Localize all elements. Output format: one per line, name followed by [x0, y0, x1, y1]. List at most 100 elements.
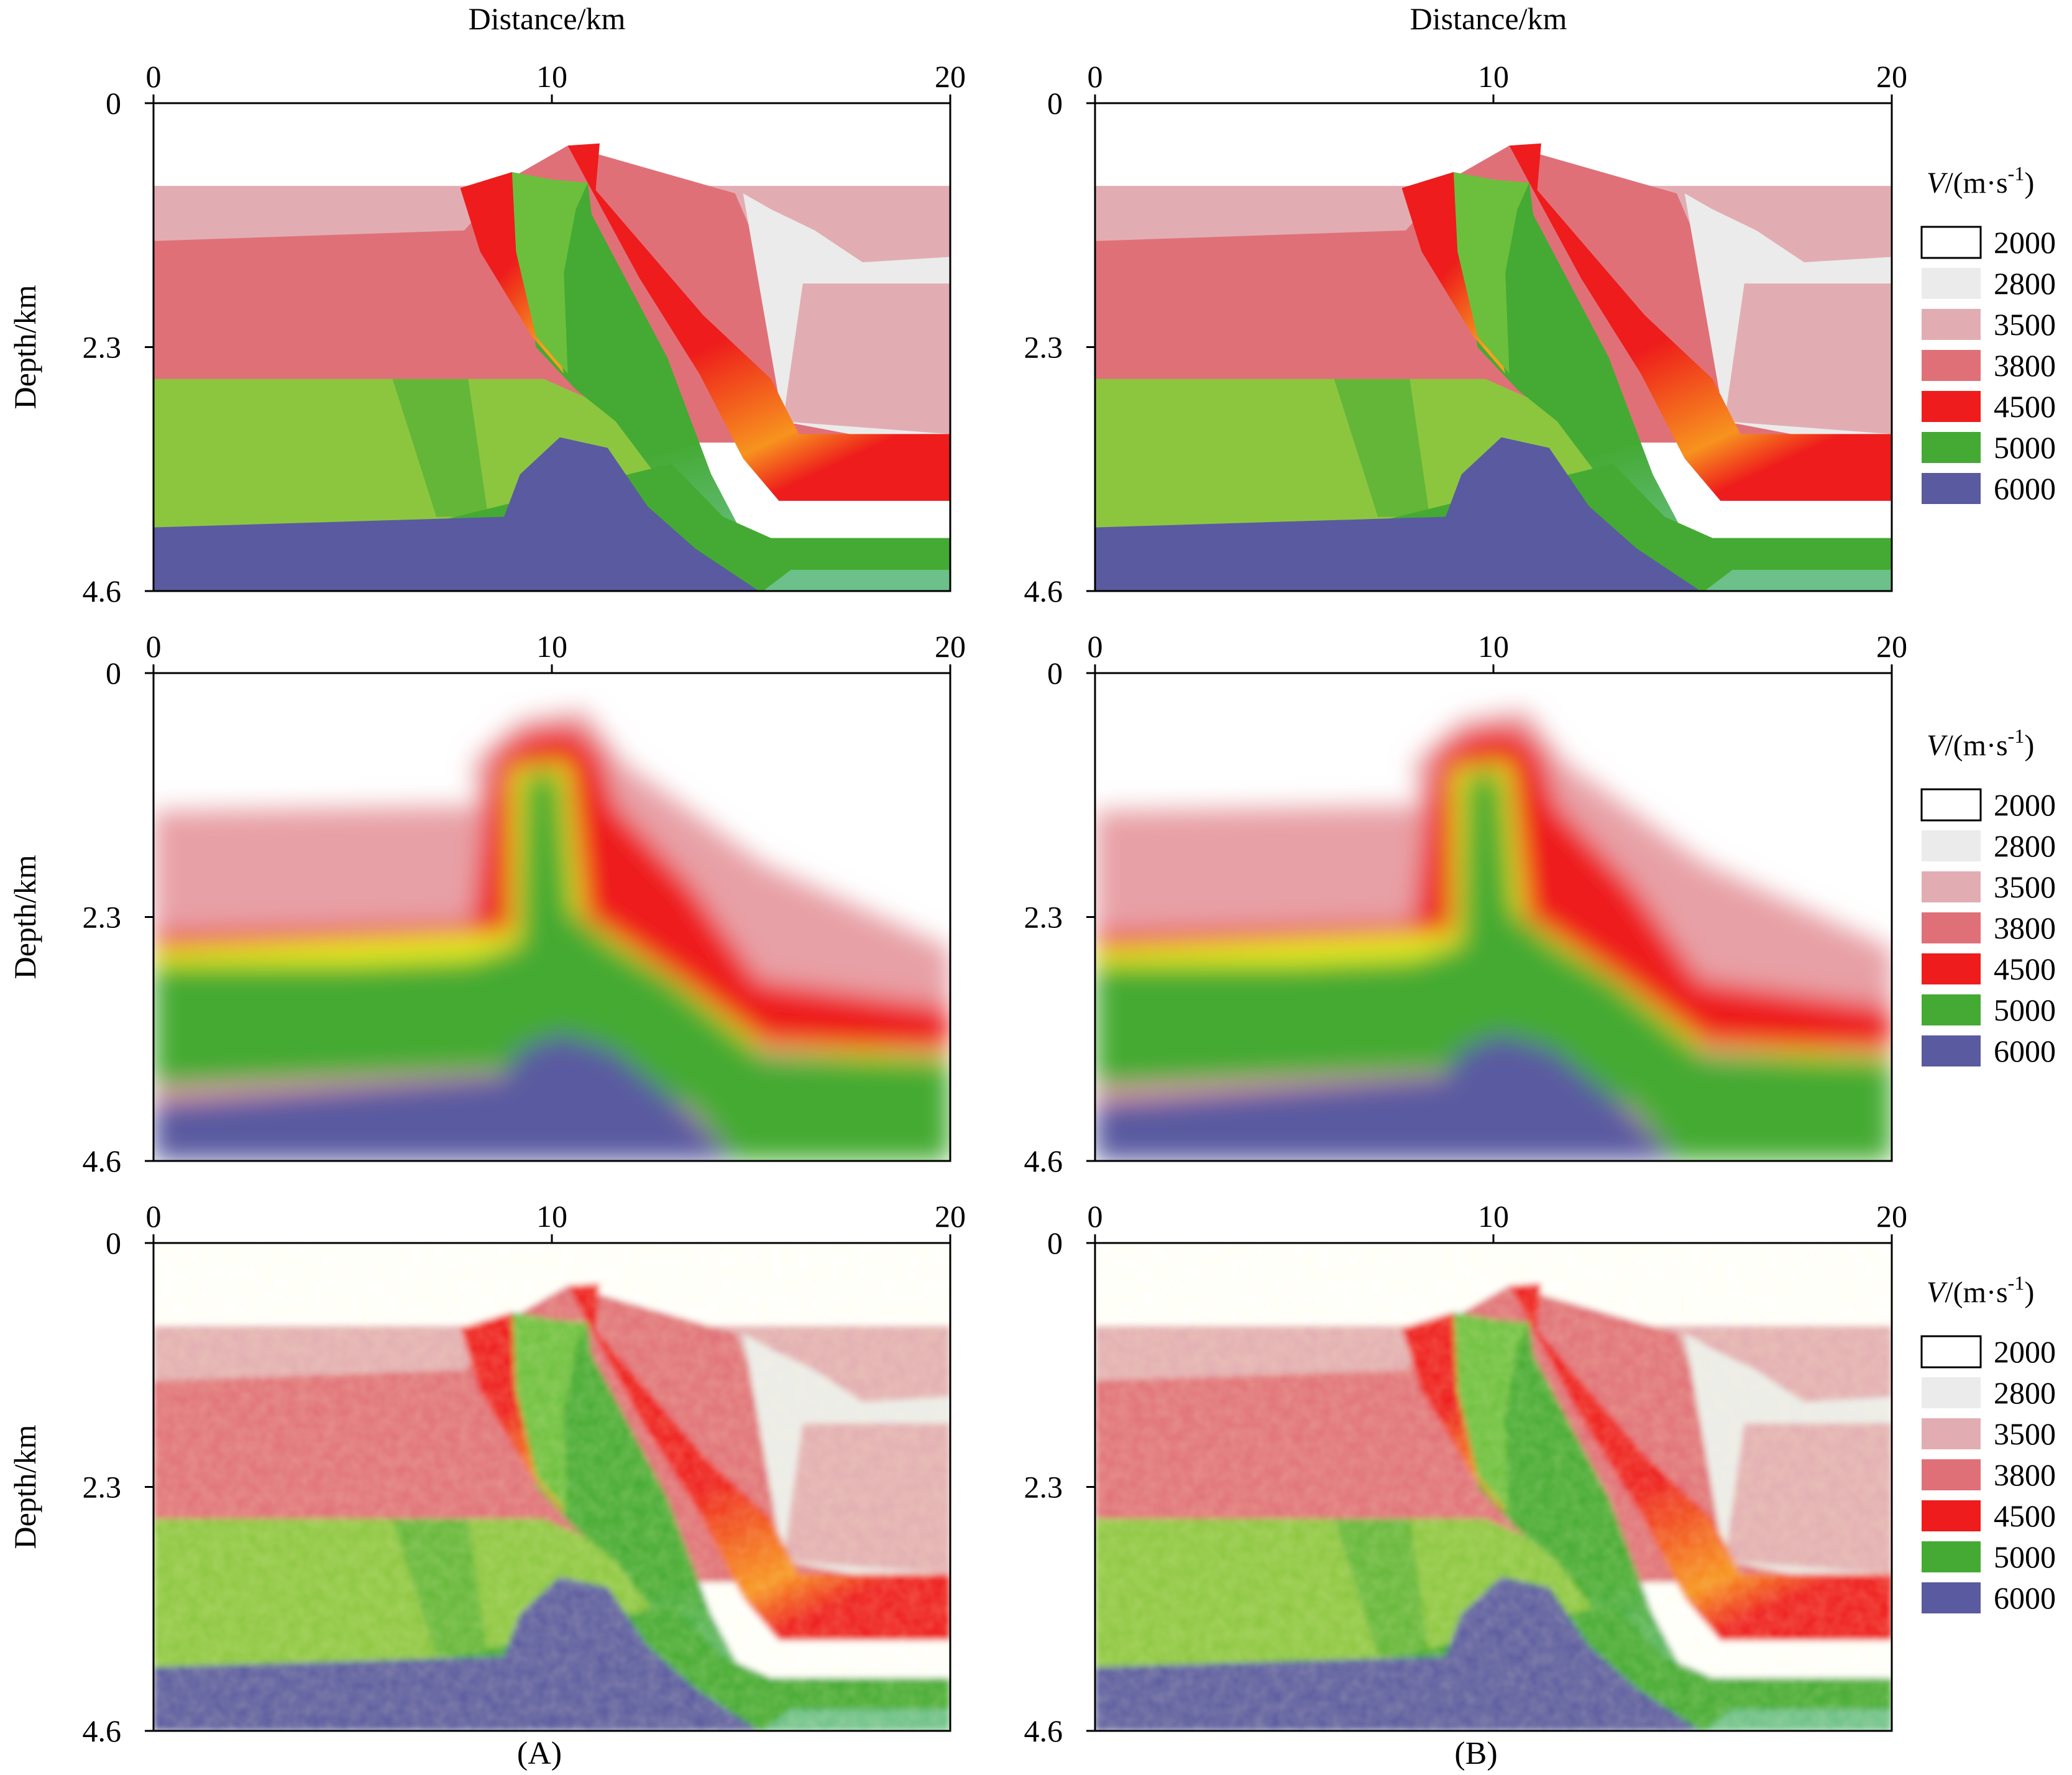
legend-label: 2000 — [1994, 225, 2056, 260]
legend-label: 3500 — [1994, 1416, 2056, 1451]
y-tick-label: 4.6 — [83, 1144, 122, 1178]
inversion-noise — [1095, 1243, 1892, 1731]
panel-image — [1095, 103, 1892, 591]
column-label-a: (A) — [517, 1736, 562, 1771]
y-axis-title: Depth/km — [7, 855, 42, 979]
legend-swatch — [1922, 871, 1981, 902]
legend-swatch — [1922, 1459, 1981, 1490]
y-tick-label: 0 — [106, 656, 121, 690]
x-tick-label: 0 — [1088, 59, 1103, 94]
legend-label: 2000 — [1994, 787, 2056, 822]
y-axis-title: Depth/km — [7, 1424, 42, 1549]
y-tick-label: 2.3 — [83, 1470, 122, 1505]
x-tick-label: 20 — [1876, 1199, 1907, 1234]
layer-5000-rise — [508, 177, 950, 591]
legends: V/(m·s-1) 2000 2800 3500 3800 4500 5000 6000 V/(… — [1920, 162, 2056, 1615]
legend-label: 3800 — [1994, 1457, 2056, 1492]
legend-label: 4500 — [1994, 1498, 2056, 1533]
panel-image — [154, 103, 950, 591]
x-tick-label: 20 — [1876, 629, 1907, 664]
panel-1-b: 0 10 20 0 2.3 4.6 — [1024, 59, 1908, 608]
x-tick-label: 20 — [935, 59, 966, 94]
legend-label: 2800 — [1994, 266, 2056, 301]
x-tick-label: 20 — [935, 1199, 966, 1234]
y-tick-label: 4.6 — [1024, 1713, 1063, 1748]
legend-label: 3500 — [1994, 869, 2056, 904]
legend-swatch — [1920, 1335, 1982, 1369]
x-tick-label: 10 — [536, 629, 567, 664]
layer-5000-rise — [1449, 177, 1892, 591]
legend-2: V/(m·s-1) 2000 2800 3500 3800 4500 5000 6000 — [1920, 725, 2056, 1068]
x-tick-label: 20 — [935, 629, 966, 664]
fault-wedge — [392, 378, 488, 517]
layer-4500-right — [567, 143, 950, 501]
y-tick-label: 2.3 — [83, 900, 122, 935]
legend-label: 5000 — [1994, 1539, 2056, 1574]
y-tick-label: 2.3 — [83, 330, 122, 365]
legend-label: 5000 — [1994, 993, 2056, 1027]
legend-swatch — [1922, 1500, 1981, 1531]
x-axis-title-col-a: Distance/km — [469, 1, 626, 36]
legend-label: 2800 — [1994, 1375, 2056, 1410]
panel-image — [154, 1243, 950, 1731]
x-tick-label: 10 — [1478, 59, 1509, 94]
x-tick-label: 0 — [146, 59, 162, 94]
x-tick-label: 20 — [1876, 59, 1907, 94]
legend-label: 4500 — [1994, 389, 2056, 424]
y-tick-label: 2.3 — [1024, 900, 1063, 935]
y-tick-label: 2.3 — [1024, 330, 1063, 365]
legend-swatch — [1922, 473, 1981, 504]
legend-title: V/(m·s-1) — [1927, 725, 2034, 762]
layer-4500-right — [1509, 143, 1892, 501]
legend-swatch — [1922, 912, 1981, 943]
legend-1: V/(m·s-1) 2000 2800 3500 3800 4500 5000 6000 — [1920, 162, 2056, 506]
y-tick-label: 0 — [106, 86, 121, 121]
legend-label: 3800 — [1994, 910, 2056, 945]
legend-label: 2800 — [1994, 828, 2056, 863]
x-tick-label: 0 — [146, 1199, 162, 1234]
panel-3-b: 0 10 20 0 2.3 4.6 — [1024, 1199, 1908, 1748]
panel-image — [1095, 673, 1892, 1161]
x-tick-label: 10 — [1478, 629, 1509, 664]
x-tick-label: 0 — [1088, 629, 1103, 664]
y-tick-label: 0 — [1047, 86, 1063, 121]
inversion-noise — [154, 1243, 950, 1731]
column-label-b: (B) — [1454, 1736, 1497, 1771]
legend-swatch — [1920, 788, 1982, 822]
legend-swatch — [1922, 1035, 1981, 1066]
x-tick-label: 10 — [536, 59, 567, 94]
legend-swatch — [1922, 268, 1981, 299]
smooth-6000 — [1095, 1034, 1677, 1161]
y-tick-label: 4.6 — [83, 1713, 122, 1748]
legend-swatch — [1922, 1541, 1981, 1572]
legend-swatch — [1920, 226, 1982, 259]
y-axis-title: Depth/km — [7, 285, 42, 409]
layer-6000 — [1095, 437, 1701, 591]
legend-swatch — [1922, 1377, 1981, 1408]
panel-3-a: 0 10 20 0 2.3 4.6 Depth/km — [7, 1199, 966, 1748]
legend-swatch — [1922, 432, 1981, 463]
fault-wedge — [1334, 378, 1430, 517]
legend-swatch — [1922, 830, 1981, 861]
layer-6000 — [154, 437, 759, 591]
legend-swatch — [1922, 1418, 1981, 1449]
legend-swatch — [1922, 350, 1981, 381]
legend-label: 2000 — [1994, 1334, 2056, 1369]
panel-image — [154, 673, 950, 1161]
x-axis-title-col-b: Distance/km — [1410, 1, 1567, 36]
x-tick-label: 10 — [536, 1199, 567, 1234]
y-tick-label: 0 — [1047, 656, 1063, 690]
layer-3500-b — [782, 283, 950, 434]
legend-title: V/(m·s-1) — [1927, 1272, 2034, 1309]
legend-label: 3800 — [1994, 348, 2056, 383]
smooth-6000 — [154, 1034, 735, 1161]
layer-5000-core — [511, 172, 588, 374]
panel-2-a: 0 10 20 0 2.3 4.6 Depth/km — [7, 629, 966, 1178]
legend-swatch — [1922, 309, 1981, 340]
y-tick-label: 0 — [106, 1226, 121, 1260]
y-tick-label: 4.6 — [83, 574, 122, 608]
legend-swatch — [1922, 994, 1981, 1025]
smooth-5000 — [154, 768, 950, 1161]
legend-label: 6000 — [1994, 1580, 2056, 1615]
